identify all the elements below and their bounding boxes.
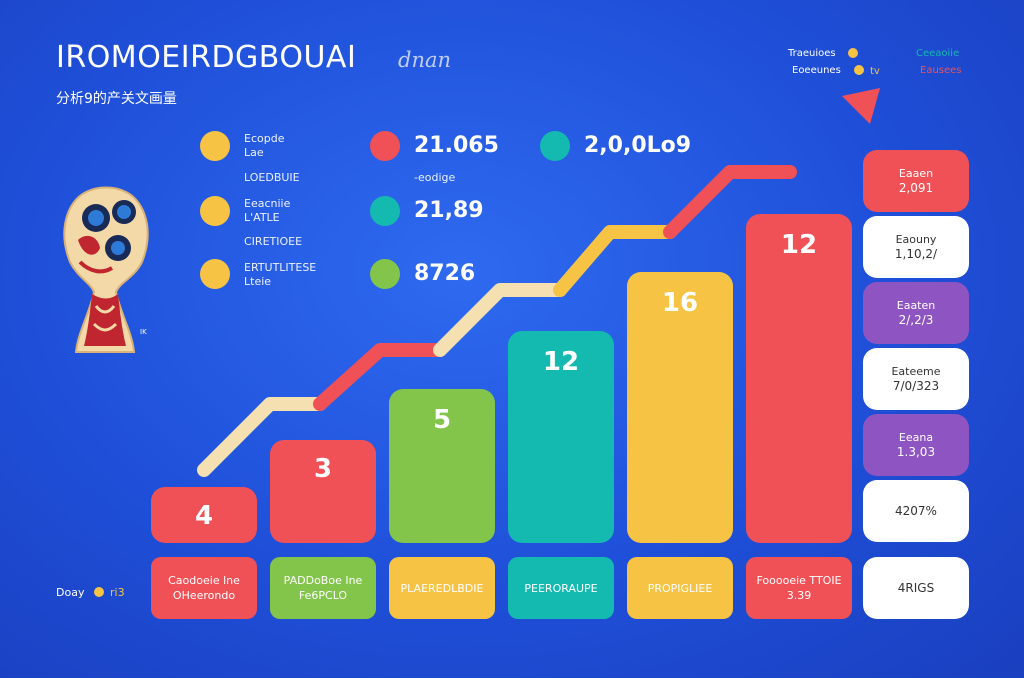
metric-dot-2 [370,196,400,226]
legend-label-3: Ceeaoiie [916,48,960,59]
bar-1: 4 [151,487,257,543]
metric-dot-1 [370,131,400,161]
bar-6: 12 [746,214,852,543]
trend-segment-4 [553,225,677,297]
page-title: IROMOEIRDGBOUAI [56,40,357,75]
metric-value-3: 8726 [414,261,476,286]
kpi-label-1a: Ecopde [244,132,285,145]
bar-value-6: 12 [780,230,818,260]
legend-extra-mark: tv [870,66,880,77]
legend-label-1: Traeuioes [788,48,836,59]
side-panel-label-4: Eateeme [891,365,941,378]
legend-label-2: Eoeeunes [792,65,841,76]
metric-dot-3 [370,259,400,289]
bar-value-5: 16 [661,288,699,318]
page-title-suffix: dnan [398,48,452,72]
bar-value-3: 5 [432,405,452,435]
bar-4: 12 [508,331,614,543]
side-panel-item-5: Eeana 1.3,03 [863,414,969,476]
bar-value-1: 4 [194,501,214,531]
footer-dot [94,587,104,597]
footer-value: ri3 [110,586,125,599]
side-panel-item-3: Eaaten 2/,2/3 [863,282,969,344]
category-label-2: PADDoBoe Ine Fe6PCLO [270,557,376,619]
side-panel-item-6: 4207% [863,480,969,542]
category-label-1: Caodoeie lne OHeerondo [151,557,257,619]
category-label-4: PEERORAUPE [508,557,614,619]
kpi-label-3a: ERTUTLITESE [244,261,317,274]
kpi-label-2b: L'ATLE [244,211,280,224]
kpi-dot-3 [200,259,230,289]
category-label-6: Fooooeie TTOIE 3.39 [746,557,852,619]
metric-note-1: -eodige [414,171,456,184]
category-label-5: PROPIGLIEE [627,557,733,619]
trophy-icon: IK [63,186,149,353]
kpi-note-2: CIRETIOEE [244,235,303,248]
side-panel-value-6: 4207% [895,503,937,518]
metric-value-4: 2,0,0Lo9 [584,133,692,158]
page-subtitle: 分析9的产关文画量 [56,91,177,107]
side-panel-item-7: 4RIGS [863,557,969,619]
trophy-mark: IK [140,328,147,336]
side-panel-label-2: Eaouny [895,233,937,246]
footer-label: Doay [56,586,85,599]
side-panel-label-5: Eeana [898,431,934,444]
kpi-dot-1 [200,131,230,161]
side-panel-value-1: 2,091 [898,181,934,195]
kpi-note-1: LOEDBUIE [244,171,300,184]
metric-value-2: 21,89 [414,198,484,223]
trend-arrow-head [842,88,880,124]
metric-value-1: 21.065 [414,133,499,158]
side-panel-value-2: 1,10,2/ [894,247,938,261]
side-panel-item-2: Eaouny 1,10,2/ [863,216,969,278]
kpi-dot-2 [200,196,230,226]
side-panel-value-7: 4RIGS [897,580,935,595]
side-panel-item-1: Eaaen 2,091 [863,150,969,212]
side-panel-label-1: Eaaen [898,167,934,180]
legend-label-4: Eausees [920,65,962,76]
kpi-label-3b: Lteie [244,275,272,288]
category-label-3: PLAEREDLBDIE [389,557,495,619]
trend-segment-3 [433,283,567,357]
legend-dot-2 [854,65,864,75]
legend-dot-1 [848,48,858,58]
metric-dot-4 [540,131,570,161]
kpi-label-2a: Eeacniie [244,197,291,210]
side-panel-value-3: 2/,2/3 [898,313,934,327]
side-panel-value-5: 1.3,03 [896,445,936,459]
side-panel-item-4: Eateeme 7/0/323 [863,348,969,410]
bar-5: 16 [627,272,733,543]
kpi-label-1b: Lae [244,146,264,159]
bar-value-4: 12 [542,347,580,377]
bar-3: 5 [389,389,495,543]
trend-segment-5 [663,165,797,239]
bar-value-2: 3 [313,454,333,484]
bar-2: 3 [270,440,376,543]
side-panel-value-4: 7/0/323 [892,379,940,393]
side-panel-label-3: Eaaten [896,299,936,312]
trend-segment-2 [313,343,447,411]
trend-segment-1 [197,397,327,477]
